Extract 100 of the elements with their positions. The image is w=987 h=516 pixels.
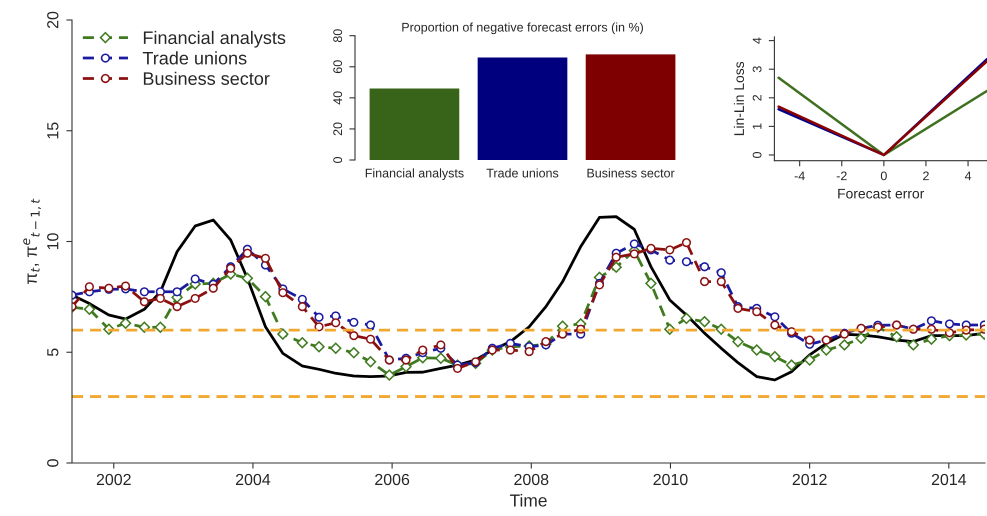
point: [524, 347, 534, 356]
point: [331, 318, 340, 328]
point: [645, 278, 657, 290]
point: [612, 252, 621, 262]
y-tick-label: 60: [333, 60, 342, 74]
point: [348, 347, 360, 358]
x-axis-title: Forecast error: [838, 188, 924, 199]
point: [716, 277, 726, 286]
point: [121, 281, 130, 291]
point: [838, 339, 850, 351]
point: [242, 272, 254, 284]
point: [700, 277, 710, 286]
point: [314, 322, 324, 332]
x-tick-label: 2: [923, 171, 929, 180]
bar: [586, 54, 676, 160]
x-tick-label: Trade unions: [486, 168, 558, 178]
point: [926, 334, 938, 345]
point: [190, 274, 200, 284]
chart-title: Proportion of negative forecast errors (in %): [402, 22, 643, 34]
y-tick-label: 10: [47, 233, 58, 250]
point: [820, 344, 832, 356]
point: [804, 354, 816, 366]
point: [770, 312, 780, 322]
y-tick-label: 15: [47, 122, 58, 138]
point: [140, 287, 149, 296]
point: [944, 319, 954, 328]
point: [242, 248, 252, 258]
point: [680, 312, 692, 324]
x-tick-label: 0: [880, 171, 887, 180]
point: [208, 284, 218, 293]
bar: [478, 57, 568, 160]
y-tick-label: 4: [752, 38, 762, 44]
y-tick-label: 3: [752, 66, 762, 72]
point: [313, 341, 325, 352]
point: [156, 294, 165, 304]
y-tick-label: 0: [333, 157, 342, 163]
point: [84, 282, 94, 292]
point: [665, 245, 674, 254]
point: [260, 290, 272, 302]
point: [908, 339, 919, 351]
point: [314, 312, 324, 322]
x-tick-label: 2010: [654, 474, 688, 486]
point: [278, 288, 288, 298]
point: [732, 336, 744, 348]
x-tick-label: 2004: [236, 474, 270, 486]
x-axis-title: Time: [510, 494, 547, 507]
point: [665, 256, 674, 265]
point: [172, 287, 182, 296]
point: [298, 302, 307, 312]
y-tick-label: 5: [47, 348, 58, 356]
point: [926, 316, 936, 326]
point: [541, 337, 550, 346]
x-tick-label: -2: [836, 171, 847, 180]
y-tick-label: 20: [47, 12, 58, 28]
point: [452, 364, 462, 374]
x-tick-label: 4: [964, 172, 972, 180]
point: [682, 257, 692, 266]
x-tick-label: -4: [794, 172, 805, 180]
point: [140, 297, 149, 306]
point: [770, 320, 780, 330]
x-tick-label: 2006: [375, 474, 410, 486]
point: [752, 307, 762, 316]
legend-label: Trade unions: [142, 51, 246, 65]
point: [84, 304, 96, 315]
point: [769, 351, 781, 362]
y-tick-label: 80: [333, 29, 342, 42]
point: [349, 318, 358, 327]
y-axis-title: Lin-Lin Loss: [734, 62, 744, 136]
legend-label: Business sector: [144, 72, 270, 85]
y-tick-label: 1: [752, 124, 762, 129]
y-tick-label: 2: [752, 94, 762, 101]
bar: [370, 88, 460, 160]
x-tick-label: 2002: [96, 474, 131, 486]
point: [418, 345, 428, 355]
point: [190, 294, 200, 304]
point: [435, 352, 446, 364]
legend-label: Financial analysts: [144, 30, 286, 48]
point: [260, 254, 270, 263]
point: [366, 334, 376, 344]
point: [805, 335, 814, 345]
point: [330, 342, 342, 354]
y-tick-label: 40: [333, 91, 342, 105]
point: [716, 268, 726, 278]
point: [172, 302, 182, 312]
point: [366, 320, 376, 330]
point: [890, 331, 902, 342]
point: [786, 359, 798, 371]
point: [630, 239, 639, 249]
point: [506, 345, 515, 355]
y-axis-title: π$_{t}$, π$^{e}$$_{t−1,t}$: [23, 198, 41, 284]
point: [436, 340, 446, 350]
point: [630, 249, 639, 258]
point: [120, 318, 132, 329]
point: [610, 262, 622, 273]
point: [349, 331, 358, 340]
point: [154, 322, 166, 333]
y-tick-label: 0: [752, 152, 762, 158]
point: [751, 344, 762, 356]
point: [384, 369, 395, 381]
y-tick-label: 20: [333, 122, 342, 136]
